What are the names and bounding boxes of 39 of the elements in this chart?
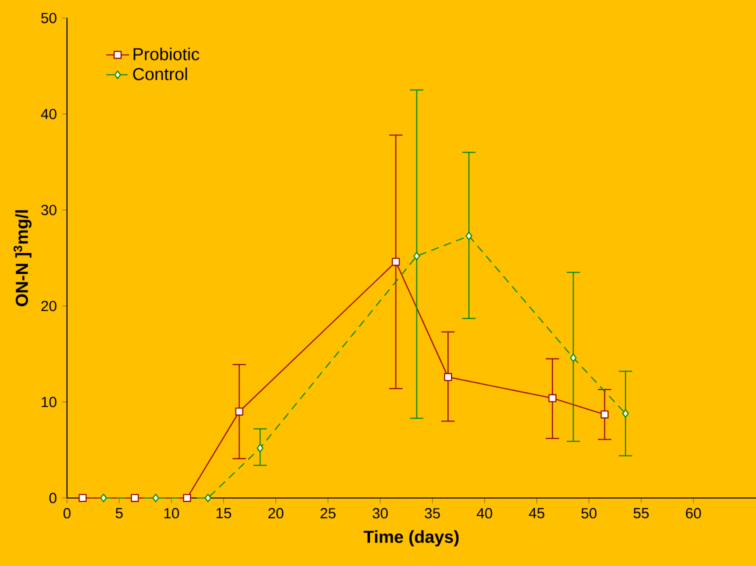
point (570, 354, 577, 362)
point (78, 494, 87, 502)
x-tick-label: 55 (634, 508, 649, 518)
point (100, 494, 107, 502)
y-axis-title: ON-N ]$^{3}$mg/l (14, 210, 32, 306)
x-tick-label: 5 (116, 508, 123, 518)
point (413, 252, 420, 260)
x-tick-label: 10 (164, 508, 179, 518)
x-tick-label: 20 (268, 508, 284, 518)
legend-label: Probiotic (134, 48, 200, 60)
point (548, 394, 556, 402)
x-tick-label: 60 (686, 508, 701, 518)
x-tick-label: 50 (581, 508, 597, 518)
point (152, 494, 160, 502)
point (622, 409, 629, 418)
y-tick-label: 10 (42, 396, 56, 408)
point (256, 444, 264, 452)
point (466, 232, 472, 240)
x-tick-label: 15 (216, 508, 232, 518)
point (183, 494, 192, 502)
point (600, 410, 609, 418)
x-tick-label: 30 (372, 508, 388, 518)
y-tick-label: 40 (40, 108, 56, 120)
point (392, 258, 400, 266)
legend-label: Control (133, 67, 187, 80)
x-tick-label: 40 (476, 508, 492, 518)
x-axis-title: Time (days) (364, 530, 459, 546)
x-tick-label: 25 (320, 508, 336, 518)
x-tick-label: 35 (424, 508, 440, 518)
x-tick-label: 45 (528, 508, 544, 518)
y-tick-label: 20 (41, 300, 56, 312)
point (204, 494, 212, 502)
point (130, 494, 139, 502)
x-tick-label: 0 (63, 508, 70, 518)
point (235, 408, 244, 416)
point (444, 373, 452, 382)
y-tick-label: 50 (41, 12, 56, 24)
y-tick-label: 0 (49, 492, 56, 504)
y-tick-label: 30 (41, 204, 56, 216)
